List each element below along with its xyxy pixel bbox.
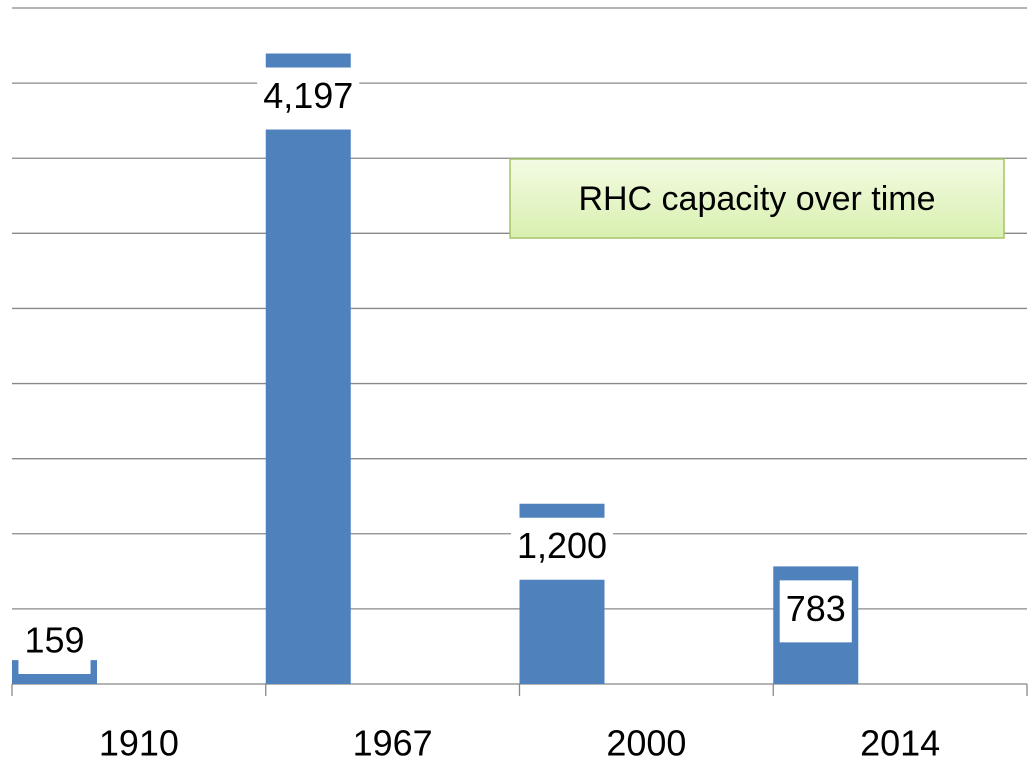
bar — [265, 53, 351, 684]
labels: 1910 159 1967 4,197 2000 1,200 2014 783 — [18, 67, 940, 764]
data-label-bg — [257, 67, 360, 130]
data-label-bg — [779, 580, 852, 643]
grid — [11, 7, 1028, 696]
data-label-bg — [18, 612, 91, 674]
bars — [12, 53, 859, 684]
x-tick-label: 1910 — [99, 723, 179, 764]
x-tick-label: 2014 — [860, 723, 940, 764]
data-label: 159 — [24, 620, 84, 661]
x-tick-label: 1967 — [353, 723, 433, 764]
annotation: RHC capacity over time — [578, 180, 935, 218]
data-label: 1,200 — [517, 525, 607, 566]
data-label: 783 — [786, 588, 846, 629]
x-tick-label: 2000 — [606, 723, 686, 764]
annotation-box — [509, 158, 1005, 239]
data-label-bg — [510, 517, 614, 580]
data-label: 4,197 — [263, 75, 353, 116]
